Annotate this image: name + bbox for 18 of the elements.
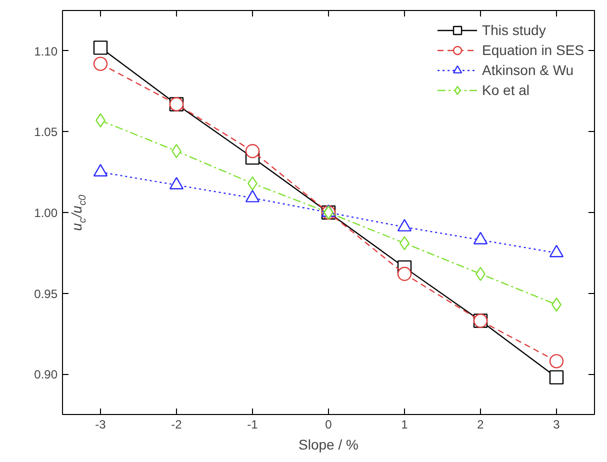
x-tick-label: -2 bbox=[171, 418, 182, 432]
x-axis-title: Slope / % bbox=[298, 436, 358, 452]
legend-label: Atkinson & Wu bbox=[482, 62, 574, 78]
x-tick-label: 1 bbox=[401, 418, 408, 432]
x-tick-label: -1 bbox=[247, 418, 258, 432]
y-axis-title: uc/uc0 bbox=[68, 194, 88, 231]
y-tick-label: 1.10 bbox=[34, 44, 58, 58]
x-tick-label: 2 bbox=[477, 418, 484, 432]
y-tick-label: 0.90 bbox=[34, 368, 58, 382]
y-tick-label: 1.00 bbox=[34, 206, 58, 220]
legend-label: This study bbox=[482, 22, 546, 38]
y-tick-label: 1.05 bbox=[34, 125, 58, 140]
x-tick-label: -3 bbox=[95, 418, 106, 432]
legend-label: Ko et al bbox=[482, 82, 530, 98]
x-tick-label: 3 bbox=[553, 418, 560, 432]
y-tick-label: 0.95 bbox=[34, 286, 58, 301]
x-tick-label: 0 bbox=[325, 418, 332, 432]
legend-label: Equation in SES bbox=[482, 42, 584, 58]
